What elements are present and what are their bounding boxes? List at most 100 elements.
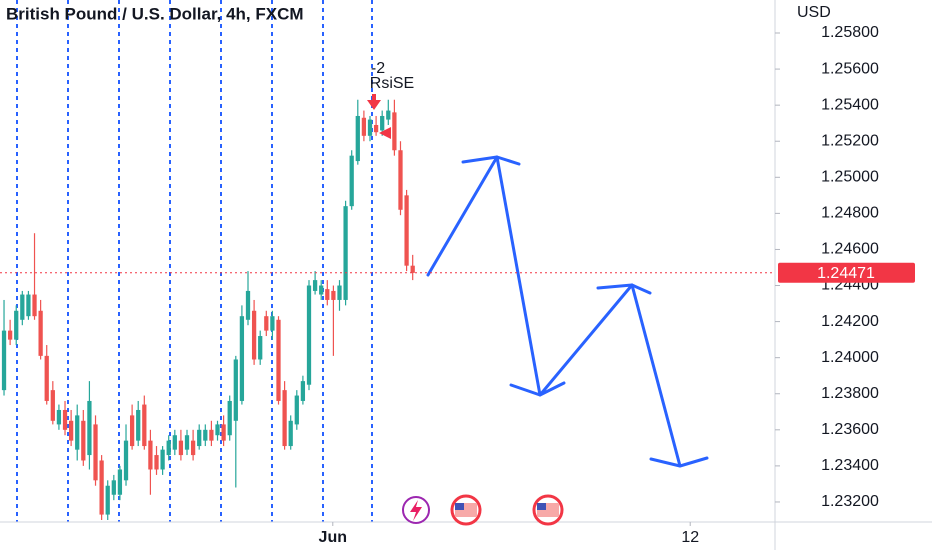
candle-body xyxy=(245,290,251,320)
candle-body xyxy=(190,440,196,456)
arrow-head xyxy=(509,381,566,397)
x-tick-label: 12 xyxy=(681,529,699,546)
candle-body xyxy=(160,449,165,470)
session-breaks xyxy=(16,0,373,522)
candle-body xyxy=(32,294,37,317)
candle-body xyxy=(50,390,55,421)
candle-body xyxy=(306,285,312,385)
candle-body xyxy=(355,115,360,162)
candle-body xyxy=(215,424,220,436)
y-tick-label: 1.25200 xyxy=(821,132,879,149)
candle-body xyxy=(62,409,68,430)
candle-body xyxy=(239,316,245,401)
signal-markers xyxy=(367,94,391,139)
candle-body xyxy=(44,355,49,401)
y-tick-label: 1.24200 xyxy=(821,313,879,330)
candle-body xyxy=(14,310,19,340)
candle-body xyxy=(288,420,293,447)
last-price-label: 1.24471 xyxy=(817,265,875,282)
y-tick-label: 1.23200 xyxy=(821,493,879,510)
candle-body xyxy=(282,390,287,447)
y-tick-label: 1.25800 xyxy=(821,24,879,41)
candle-body xyxy=(197,429,202,447)
event-flag-canton xyxy=(537,503,546,510)
candle-body xyxy=(26,294,31,317)
candle-body xyxy=(300,381,306,401)
candle-body xyxy=(136,409,141,441)
arrow-head xyxy=(461,155,521,166)
candle-body xyxy=(81,420,86,461)
y-tick-label: 1.23400 xyxy=(821,457,879,474)
candle-body xyxy=(178,440,184,456)
candle-body xyxy=(373,124,379,133)
candle-body xyxy=(203,429,208,441)
signal-arrow xyxy=(367,100,381,110)
last-price-tag xyxy=(778,262,915,283)
candle-body xyxy=(270,316,275,331)
candle-body xyxy=(361,117,367,136)
candle-body xyxy=(264,316,269,331)
candle-body xyxy=(331,290,336,300)
candle-body xyxy=(251,310,257,360)
candle-body xyxy=(221,424,226,441)
candle-body xyxy=(20,294,25,320)
candle-body xyxy=(294,395,299,425)
candle-body xyxy=(75,415,80,450)
signal-arrow-stem xyxy=(372,94,376,101)
candle-body xyxy=(392,112,397,151)
candle-body xyxy=(117,469,123,495)
candle-body xyxy=(111,480,116,495)
candle-body xyxy=(105,485,110,515)
candle-body xyxy=(367,119,373,136)
candle-body xyxy=(410,265,415,273)
candle-body xyxy=(142,404,147,447)
candle-body xyxy=(99,460,104,515)
candle-body xyxy=(349,155,354,207)
y-tick-label: 1.25400 xyxy=(821,96,879,113)
candle-body xyxy=(123,440,129,481)
candle-body xyxy=(184,435,190,450)
x-tick-label: Jun xyxy=(319,529,347,546)
candle-body xyxy=(258,336,263,360)
candle-body xyxy=(276,319,281,401)
candle-body xyxy=(87,400,92,456)
candle-body xyxy=(380,115,385,131)
candle-body xyxy=(93,424,98,481)
candle-body xyxy=(1,330,7,391)
candle-body xyxy=(398,150,403,210)
projection-drawing xyxy=(426,155,709,468)
candle-body xyxy=(319,285,324,295)
candle-body xyxy=(312,280,318,291)
y-tick-label: 1.24800 xyxy=(821,205,879,222)
signal-triangle xyxy=(379,127,391,139)
candle-body xyxy=(404,195,409,266)
signal-count: -2 xyxy=(371,60,385,77)
y-tick-label: 1.24000 xyxy=(821,349,879,366)
candle-body xyxy=(56,409,62,425)
candle-body xyxy=(166,440,171,456)
currency-label: USD xyxy=(797,4,831,21)
candle-body xyxy=(337,285,342,300)
candle-body xyxy=(209,429,214,441)
candle-body xyxy=(129,415,135,447)
candle-body xyxy=(154,455,159,470)
y-tick-label: 1.23800 xyxy=(821,385,879,402)
y-tick-label: 1.23600 xyxy=(821,421,879,438)
chart-title: British Pound / U.S. Dollar, 4h, FXCM xyxy=(6,4,304,23)
y-tick-label: 1.24600 xyxy=(821,241,879,258)
plot xyxy=(1,99,415,520)
candle-body xyxy=(7,330,13,340)
candle-body xyxy=(233,359,238,421)
y-tick-label: 1.25600 xyxy=(821,60,879,77)
candle-body xyxy=(227,400,232,436)
candle-body xyxy=(38,310,43,356)
candle-body xyxy=(172,435,177,450)
arrow-head xyxy=(596,283,652,295)
candle-body xyxy=(148,440,153,470)
candle-body xyxy=(343,206,348,300)
candle-body xyxy=(325,289,330,300)
arrow-head xyxy=(649,456,709,468)
event-flag-canton xyxy=(455,503,464,510)
